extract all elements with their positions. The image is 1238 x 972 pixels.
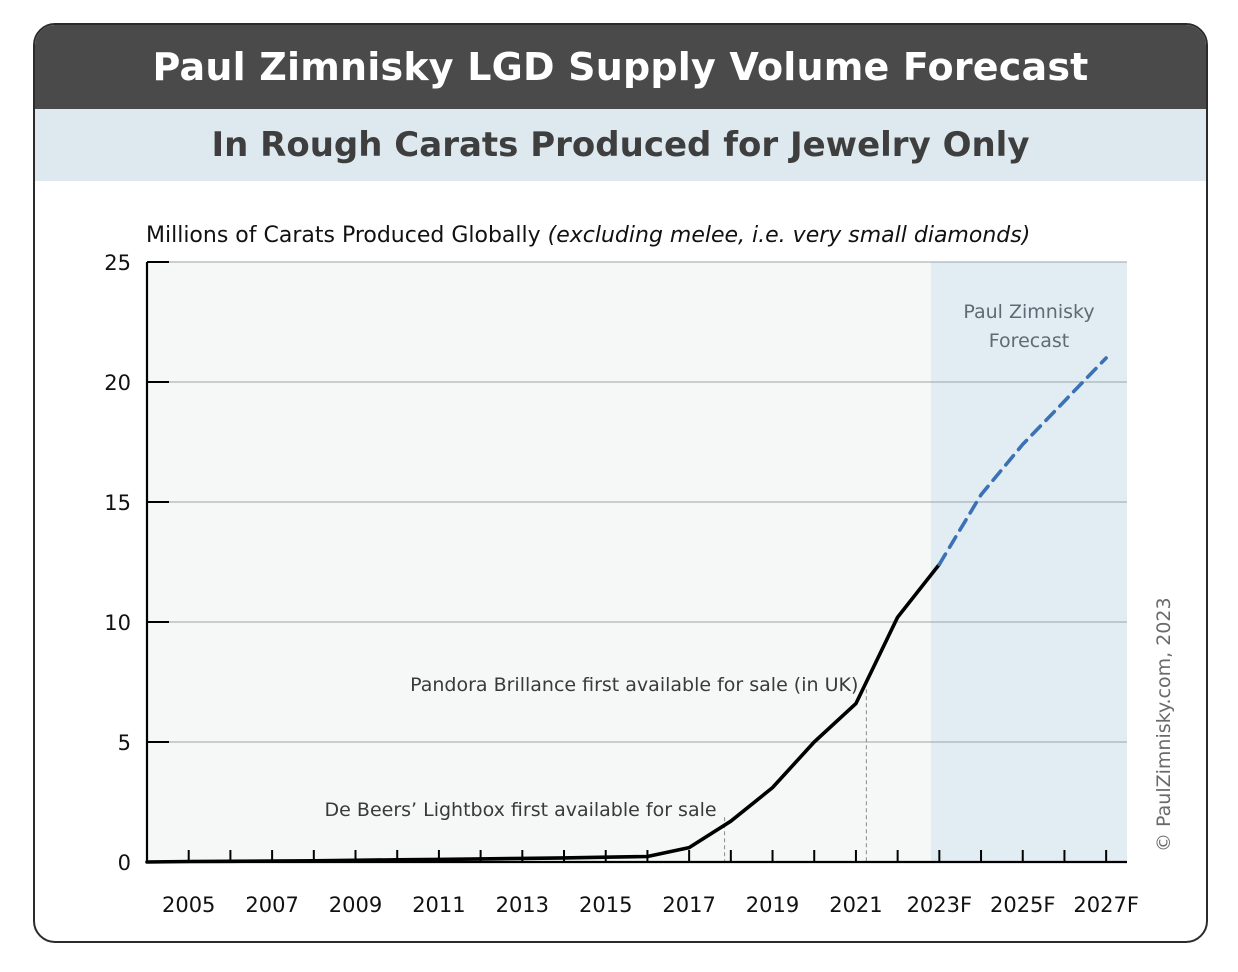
y-axis-label-note: (excluding melee, i.e. very small diamon… [548, 223, 1031, 248]
forecast-region [931, 262, 1127, 862]
forecast-label-line2: Forecast [989, 330, 1069, 352]
y-tick-label: 20 [104, 371, 131, 395]
y-tick-label: 0 [118, 851, 131, 875]
copyright-notice: © PaulZimnisky.com, 2023 [1153, 597, 1175, 852]
x-tick-label: 2025F [990, 893, 1056, 917]
y-tick-label: 15 [104, 491, 131, 515]
forecast-label-line1: Paul Zimnisky [963, 301, 1094, 323]
annotation-text: De Beers’ Lightbox first available for s… [325, 799, 717, 821]
x-tick-label: 2011 [412, 893, 465, 917]
x-tick-label: 2023F [907, 893, 973, 917]
y-axis-label-main: Millions of Carats Produced Globally [146, 223, 548, 248]
actual-series-line [145, 562, 942, 864]
x-tick-label: 2005 [162, 893, 215, 917]
chart-subtitle: In Rough Carats Produced for Jewelry Onl… [35, 109, 1206, 181]
y-tick-label: 25 [104, 251, 131, 275]
annotation-text: Pandora Brillance first available for sa… [410, 674, 858, 696]
forecast-series-line [937, 356, 1108, 567]
y-tick-label: 10 [104, 611, 131, 635]
y-tick-label: 5 [118, 731, 131, 755]
x-tick-label: 2015 [579, 893, 632, 917]
chart-title: Paul Zimnisky LGD Supply Volume Forecast [35, 25, 1206, 109]
x-tick-label: 2027F [1073, 893, 1139, 917]
x-tick-label: 2007 [245, 893, 298, 917]
x-tick-label: 2017 [662, 893, 715, 917]
x-tick-label: 2019 [746, 893, 799, 917]
x-tick-label: 2021 [829, 893, 882, 917]
x-tick-label: 2009 [329, 893, 382, 917]
x-tick-label: 2013 [496, 893, 549, 917]
y-axis-label: Millions of Carats Produced Globally (ex… [146, 223, 1030, 248]
